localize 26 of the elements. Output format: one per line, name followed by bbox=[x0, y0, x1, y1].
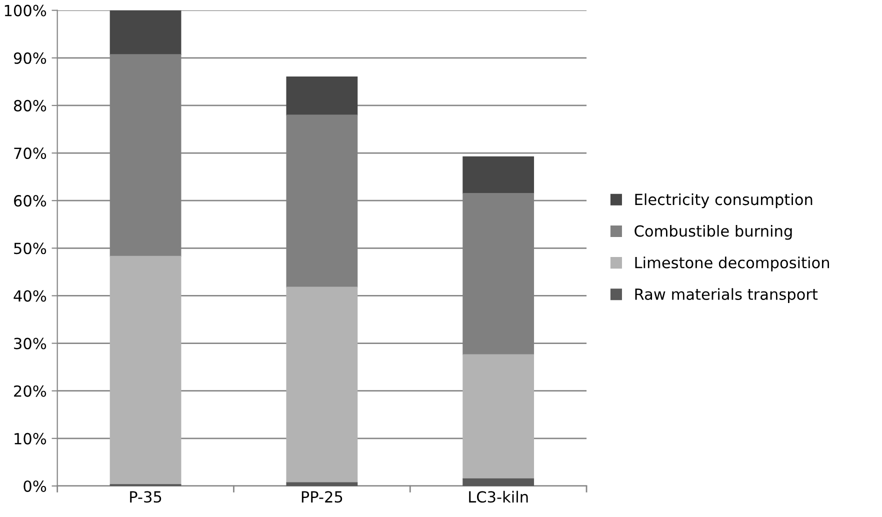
bar bbox=[110, 10, 182, 55]
y-tick-label: 20% bbox=[14, 385, 46, 397]
y-tick-label: 50% bbox=[14, 242, 46, 254]
bar bbox=[462, 156, 534, 194]
legend-label: Limestone decomposition bbox=[635, 256, 829, 272]
bar bbox=[110, 256, 182, 485]
y-tick-label: 60% bbox=[14, 195, 46, 207]
y-tick-label: 80% bbox=[14, 100, 46, 112]
x-tick-label: PP-25 bbox=[302, 491, 342, 503]
legend-label: Electricity consumption bbox=[635, 193, 812, 208]
y-tick-label: 10% bbox=[14, 432, 46, 444]
y-tick-label: 90% bbox=[14, 52, 46, 64]
y-tick-label: 100% bbox=[4, 4, 46, 16]
bar bbox=[462, 354, 534, 480]
y-tick-label: 30% bbox=[14, 338, 46, 350]
y-tick-label: 70% bbox=[14, 147, 46, 160]
y-tick-label: 40% bbox=[14, 290, 46, 302]
legend-label: Combustible burning bbox=[634, 224, 792, 240]
bar bbox=[286, 76, 358, 116]
bar bbox=[462, 478, 534, 486]
legend-label: Raw materials transport bbox=[635, 288, 818, 303]
x-tick-label: P-35 bbox=[130, 491, 162, 503]
bar bbox=[286, 482, 358, 486]
bar bbox=[286, 286, 358, 484]
y-tick-label: 0% bbox=[24, 480, 46, 492]
x-tick-label: LC3-kiln bbox=[469, 490, 528, 503]
